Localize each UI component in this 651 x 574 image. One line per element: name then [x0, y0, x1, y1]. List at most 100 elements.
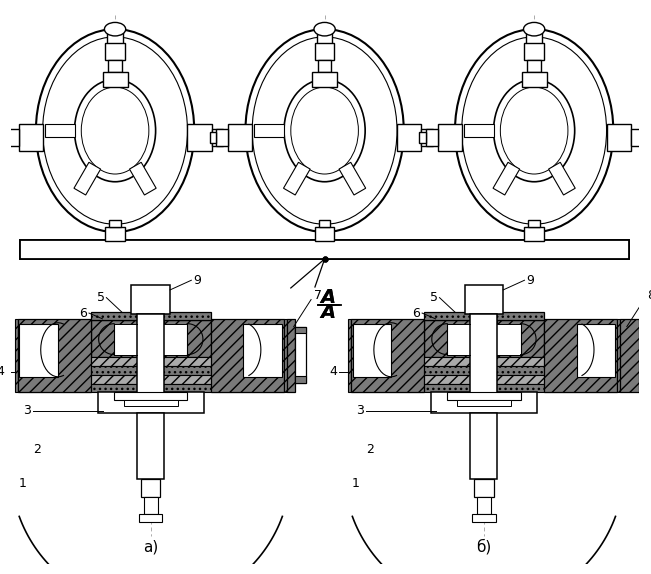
Polygon shape: [164, 320, 211, 358]
Text: 4: 4: [329, 366, 337, 378]
Text: б): б): [477, 539, 492, 554]
Polygon shape: [254, 124, 284, 137]
Bar: [471, 314, 497, 396]
Bar: [228, 124, 252, 151]
Bar: [295, 327, 306, 333]
Bar: [20, 240, 629, 259]
Ellipse shape: [252, 37, 397, 224]
Polygon shape: [339, 162, 366, 195]
Bar: [437, 124, 462, 151]
Bar: [212, 129, 223, 146]
Polygon shape: [91, 320, 137, 358]
Ellipse shape: [455, 29, 613, 232]
Bar: [210, 131, 216, 143]
Bar: [312, 72, 337, 87]
Polygon shape: [114, 324, 137, 355]
Text: 3: 3: [356, 404, 365, 417]
Polygon shape: [130, 162, 156, 195]
Polygon shape: [549, 162, 575, 195]
Bar: [431, 392, 537, 413]
Bar: [397, 124, 421, 151]
Bar: [0, 131, 7, 143]
Bar: [18, 375, 284, 383]
Ellipse shape: [36, 29, 194, 232]
Bar: [187, 124, 212, 151]
Bar: [465, 285, 503, 314]
Polygon shape: [164, 324, 187, 355]
Text: 9: 9: [527, 274, 534, 287]
Text: 8: 8: [647, 289, 651, 302]
Text: 2: 2: [366, 443, 374, 456]
Bar: [433, 131, 439, 143]
Text: 9: 9: [193, 274, 201, 287]
Polygon shape: [283, 162, 310, 195]
Polygon shape: [424, 320, 471, 358]
Bar: [11, 259, 639, 286]
Bar: [109, 220, 121, 227]
Ellipse shape: [314, 22, 335, 36]
Bar: [473, 514, 495, 522]
Bar: [351, 366, 617, 375]
Text: 6: 6: [412, 307, 421, 320]
Bar: [527, 29, 542, 44]
Bar: [457, 400, 511, 406]
Text: А: А: [320, 288, 335, 307]
Bar: [353, 324, 391, 377]
Bar: [243, 324, 282, 377]
Ellipse shape: [284, 79, 365, 182]
Ellipse shape: [493, 79, 575, 182]
Text: 3: 3: [23, 404, 31, 417]
Polygon shape: [211, 319, 284, 392]
Bar: [643, 131, 649, 143]
Polygon shape: [617, 319, 620, 392]
Bar: [137, 314, 164, 396]
Bar: [447, 392, 521, 400]
Polygon shape: [497, 320, 544, 358]
Text: А: А: [320, 288, 335, 307]
Bar: [139, 514, 162, 522]
Bar: [527, 60, 541, 72]
Bar: [91, 312, 211, 320]
Bar: [477, 497, 491, 514]
Bar: [317, 29, 332, 44]
Ellipse shape: [245, 29, 404, 232]
Bar: [351, 358, 617, 366]
Bar: [102, 72, 128, 87]
Bar: [295, 376, 306, 383]
Bar: [114, 392, 187, 400]
Polygon shape: [14, 319, 18, 392]
Bar: [144, 497, 158, 514]
Bar: [105, 42, 125, 60]
Polygon shape: [447, 324, 471, 355]
Bar: [18, 366, 284, 375]
Bar: [525, 227, 544, 241]
Bar: [424, 312, 544, 320]
Bar: [620, 319, 639, 392]
Bar: [607, 124, 631, 151]
Text: 2: 2: [33, 443, 41, 456]
Bar: [525, 42, 544, 60]
Text: А: А: [320, 304, 335, 323]
Polygon shape: [348, 319, 351, 392]
Bar: [287, 319, 295, 392]
Text: 6: 6: [79, 307, 87, 320]
Bar: [319, 220, 331, 227]
Ellipse shape: [81, 87, 149, 174]
Bar: [318, 60, 331, 72]
Polygon shape: [497, 324, 521, 355]
Polygon shape: [493, 162, 519, 195]
Bar: [18, 383, 284, 392]
Polygon shape: [464, 124, 493, 137]
Bar: [105, 227, 125, 241]
Polygon shape: [18, 319, 91, 392]
Polygon shape: [351, 319, 424, 392]
Bar: [577, 324, 615, 377]
Text: 4: 4: [0, 366, 4, 378]
Ellipse shape: [501, 87, 568, 174]
Bar: [315, 227, 334, 241]
Ellipse shape: [291, 87, 359, 174]
Bar: [141, 479, 160, 497]
Bar: [132, 285, 170, 314]
Text: 1: 1: [18, 476, 26, 490]
Bar: [108, 60, 122, 72]
